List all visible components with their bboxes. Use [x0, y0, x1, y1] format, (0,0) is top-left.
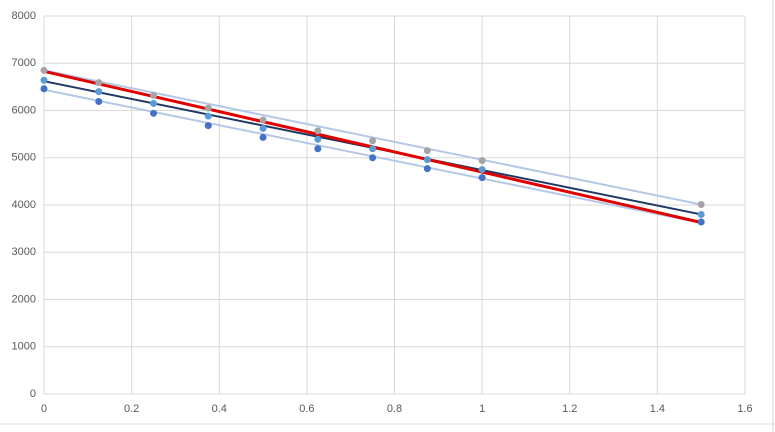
data-point: [259, 133, 267, 141]
y-tick-label: 7000: [12, 57, 36, 69]
data-point: [150, 91, 158, 99]
data-point: [423, 165, 431, 173]
data-point: [95, 88, 103, 96]
x-tick-label: 1.6: [737, 403, 752, 415]
data-point: [478, 166, 486, 174]
data-point: [697, 218, 705, 226]
x-tick-label: 0.8: [387, 403, 402, 415]
y-tick-label: 6000: [12, 104, 36, 116]
data-point: [40, 85, 48, 93]
x-tick-label: 0.6: [299, 403, 314, 415]
y-tick-label: 3000: [12, 246, 36, 258]
y-tick-label: 8000: [12, 10, 36, 22]
data-point: [369, 145, 377, 153]
data-point: [259, 124, 267, 132]
data-point: [314, 135, 322, 143]
y-tick-label: 5000: [12, 152, 36, 164]
data-point: [259, 116, 267, 124]
x-tick-label: 0.4: [212, 403, 227, 415]
x-tick-label: 1.4: [650, 403, 665, 415]
data-point: [369, 137, 377, 145]
x-tick-label: 1: [479, 403, 485, 415]
data-point: [40, 66, 48, 74]
data-point: [697, 210, 705, 218]
x-tick-label: 1.2: [562, 403, 577, 415]
x-tick-label: 0: [41, 403, 47, 415]
x-tick-label: 0.2: [124, 403, 139, 415]
data-point: [95, 79, 103, 87]
data-point: [204, 112, 212, 120]
y-tick-label: 2000: [12, 293, 36, 305]
data-point: [314, 145, 322, 153]
data-point: [314, 127, 322, 135]
data-point: [369, 154, 377, 162]
data-point: [150, 99, 158, 107]
y-tick-label: 4000: [12, 199, 36, 211]
data-point: [423, 156, 431, 164]
data-point: [150, 109, 158, 117]
data-point: [423, 147, 431, 155]
data-point: [95, 98, 103, 106]
data-point: [204, 122, 212, 130]
data-point: [697, 201, 705, 209]
data-point: [40, 76, 48, 84]
y-tick-label: 1000: [12, 341, 36, 353]
data-point: [204, 104, 212, 112]
data-point: [478, 157, 486, 165]
y-tick-label: 0: [30, 388, 36, 400]
data-point: [478, 174, 486, 182]
